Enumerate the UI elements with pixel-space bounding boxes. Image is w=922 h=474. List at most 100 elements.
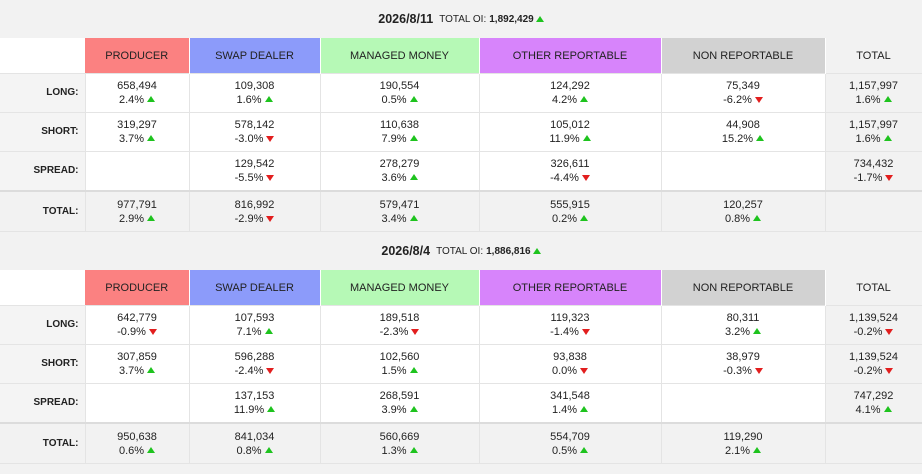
arrow-up-icon — [409, 174, 418, 180]
cell-spread-non-reportable — [660, 383, 826, 424]
header-managed-money: MANAGED MONEY — [320, 38, 480, 74]
position-value: 129,542 — [234, 158, 275, 170]
row-spread: SPREAD: 129,542 -5.5% 278,279 3.6% 326,611 -4.… — [0, 151, 922, 192]
arrow-up-icon — [267, 406, 276, 412]
header-swap-dealer: SWAP DEALER — [189, 270, 321, 306]
position-value: 119,323 — [550, 312, 590, 324]
change-percent: 1.5% — [321, 364, 479, 378]
cell-total-producer: 950,638 0.6% — [84, 422, 190, 464]
arrow-up-icon — [580, 406, 589, 412]
oi-change-up-icon — [532, 248, 541, 254]
arrow-up-icon — [409, 406, 418, 412]
change-percent: -2.9% — [190, 212, 320, 226]
arrow-down-icon — [581, 175, 590, 181]
change-percent-text: -1.7% — [853, 172, 883, 184]
total-oi-value: 1,892,429 — [489, 13, 534, 25]
change-percent-text: -1.4% — [550, 326, 579, 338]
change-percent: 1.6% — [190, 93, 320, 107]
change-percent-text: 1.5% — [381, 365, 407, 377]
report-title: 2026/8/11 TOTAL OI: 1,892,429 — [0, 0, 922, 38]
change-percent: 1.4% — [480, 403, 661, 417]
change-percent: 3.2% — [662, 325, 825, 339]
header-total: TOTAL — [825, 270, 922, 306]
position-value: 124,292 — [550, 80, 590, 92]
change-percent: 4.2% — [480, 93, 661, 107]
position-value: 105,012 — [550, 119, 590, 131]
change-percent-text: 3.7% — [118, 133, 145, 145]
arrow-down-icon — [266, 175, 275, 181]
position-value: 555,915 — [550, 198, 590, 211]
change-percent-text: 7.1% — [236, 326, 262, 338]
change-percent: 3.7% — [86, 132, 189, 146]
change-percent-text: -2.4% — [234, 365, 264, 377]
arrow-up-icon — [264, 96, 273, 102]
change-percent: 3.6% — [321, 171, 479, 185]
change-percent-text: 3.2% — [724, 326, 751, 338]
cell-spread-non-reportable — [660, 151, 826, 192]
change-percent: 0.6% — [86, 444, 189, 458]
position-value: 747,292 — [853, 390, 894, 402]
change-percent: 3.7% — [86, 364, 189, 378]
arrow-up-icon — [147, 135, 156, 141]
header-blank — [0, 270, 85, 306]
position-value: 560,669 — [379, 430, 420, 443]
cell-long-non-reportable: 80,311 3.2% — [660, 305, 826, 345]
change-percent: 0.5% — [480, 444, 661, 458]
arrow-up-icon — [753, 446, 762, 453]
cell-long-other-reportable: 124,292 4.2% — [478, 73, 662, 113]
change-percent: -3.0% — [190, 132, 320, 146]
position-value: 642,779 — [117, 312, 157, 324]
change-percent-text: 0.8% — [724, 212, 751, 225]
cell-short-producer: 319,297 3.7% — [84, 112, 190, 152]
positions-table: PRODUCER SWAP DEALER MANAGED MONEY OTHER… — [0, 38, 922, 232]
report-block: 2026/8/11 TOTAL OI: 1,892,429 PRODUCER S… — [0, 0, 922, 232]
position-value: 658,494 — [117, 80, 157, 92]
change-percent-text: -2.3% — [379, 326, 409, 338]
cell-short-swap-dealer: 578,142 -3.0% — [188, 112, 321, 152]
position-value: 80,311 — [726, 312, 760, 324]
change-percent-text: -3.0% — [234, 133, 264, 145]
cell-total-other-reportable: 554,709 0.5% — [478, 422, 662, 464]
change-percent-text: 15.2% — [721, 133, 754, 145]
change-percent-text: -0.3% — [723, 365, 752, 377]
change-percent-text: 3.7% — [118, 365, 145, 377]
change-percent-text: 4.1% — [855, 404, 881, 416]
row-total: TOTAL: 950,638 0.6% 841,034 0.8% 560,669 1.3% 5… — [0, 422, 922, 464]
arrow-up-icon — [409, 367, 418, 373]
cell-long-other-reportable: 119,323 -1.4% — [478, 305, 662, 345]
change-percent-text: 0.2% — [551, 212, 578, 225]
change-percent-text: 3.4% — [381, 212, 407, 225]
header-producer: PRODUCER — [85, 38, 190, 74]
change-percent: -1.7% — [826, 171, 922, 185]
cell-short-total: 1,139,524 -0.2% — [824, 344, 922, 384]
position-value: 841,034 — [234, 430, 275, 443]
cell-spread-managed-money: 278,279 3.6% — [319, 151, 480, 192]
position-value: 326,611 — [550, 158, 590, 170]
change-percent: -6.2% — [662, 93, 825, 107]
row-short: SHORT: 307,859 3.7% 596,288 -2.4% 102,560 1.5%… — [0, 344, 922, 384]
change-percent-text: -0.2% — [853, 365, 883, 377]
cell-short-other-reportable: 93,838 0.0% — [478, 344, 662, 384]
change-percent: 0.2% — [480, 212, 661, 226]
cell-long-swap-dealer: 107,593 7.1% — [188, 305, 321, 345]
cell-long-managed-money: 190,554 0.5% — [319, 73, 480, 113]
arrow-up-icon — [756, 135, 765, 141]
change-percent-text: 2.1% — [724, 444, 751, 457]
change-percent-text: 3.9% — [381, 404, 407, 416]
cell-total-swap-dealer: 841,034 0.8% — [188, 422, 321, 464]
change-percent: 1.6% — [826, 132, 922, 146]
cell-spread-other-reportable: 326,611 -4.4% — [478, 151, 662, 192]
total-oi-value: 1,886,816 — [486, 245, 531, 257]
position-value: 189,518 — [379, 312, 420, 324]
position-value: 109,308 — [234, 80, 275, 92]
header-swap-dealer: SWAP DEALER — [189, 38, 321, 74]
cell-spread-managed-money: 268,591 3.9% — [319, 383, 480, 424]
cell-total-non-reportable: 120,257 0.8% — [660, 190, 826, 232]
arrow-down-icon — [885, 175, 894, 181]
change-percent: -2.3% — [321, 325, 479, 339]
change-percent-text: 1.4% — [551, 404, 578, 416]
arrow-up-icon — [147, 214, 156, 221]
change-percent: -0.3% — [662, 364, 825, 378]
change-percent: 0.0% — [480, 364, 661, 378]
change-percent: -5.5% — [190, 171, 320, 185]
